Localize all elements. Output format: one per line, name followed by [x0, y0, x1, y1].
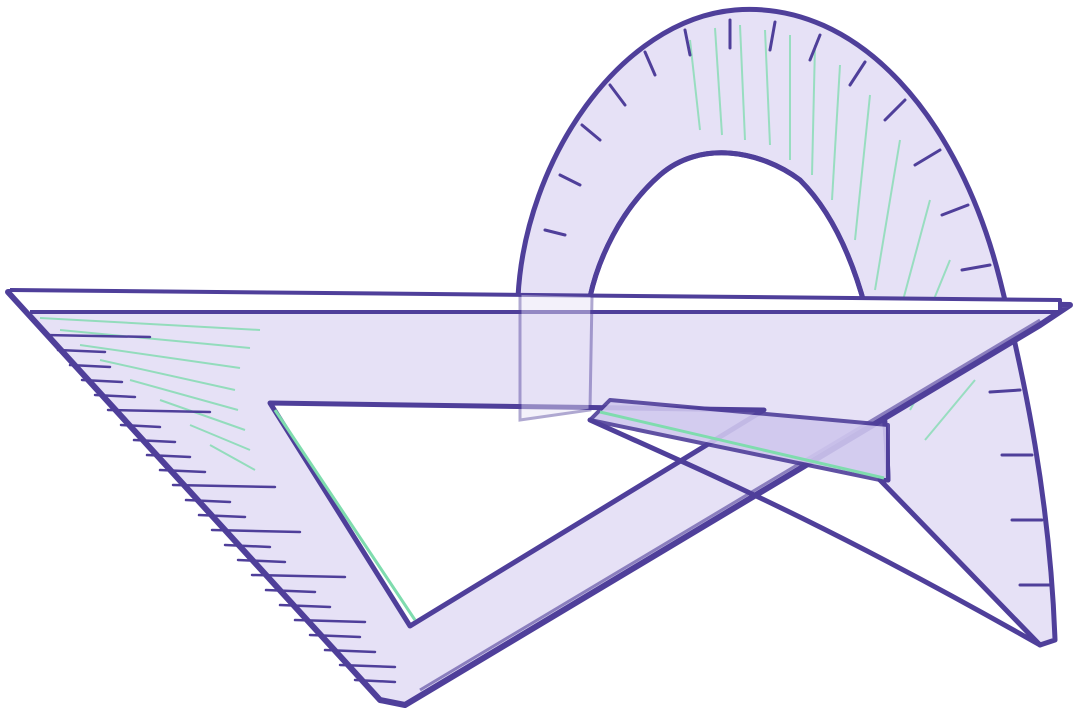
set-square-shading [39, 317, 261, 471]
protractor-base [518, 295, 1043, 648]
set-square-ticks [43, 333, 397, 684]
set-square-top-edge [9, 288, 1062, 314]
set-square [5, 288, 1073, 708]
protractor-ticks [543, 18, 1052, 587]
